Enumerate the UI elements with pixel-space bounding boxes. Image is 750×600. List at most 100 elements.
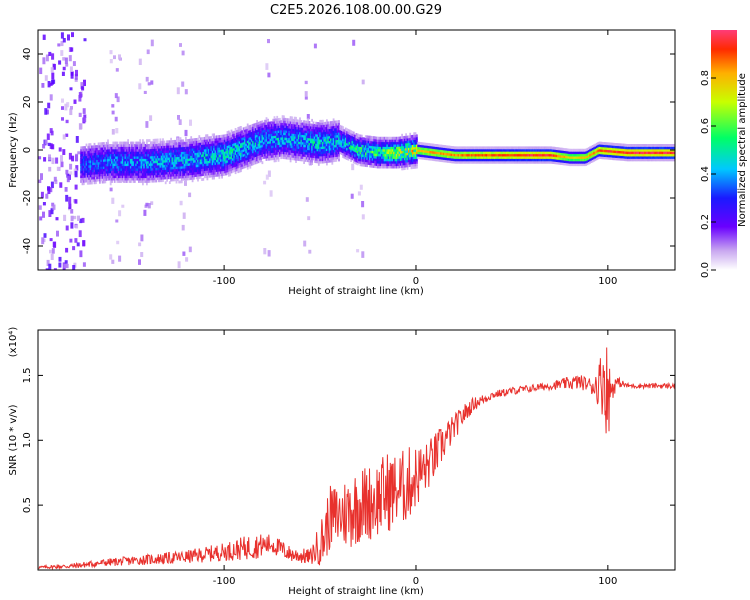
heatmap-ridge-cell (136, 146, 139, 150)
heatmap-ridge-cell (129, 156, 132, 159)
heatmap-ridge-cell (449, 157, 452, 161)
heatmap-ridge-cell (300, 136, 303, 140)
heatmap-ridge-cell (257, 138, 260, 142)
heatmap-ridge-cell (300, 129, 303, 133)
heatmap-ridge-cell (140, 158, 143, 162)
heatmap-ridge-cell (285, 118, 288, 121)
heatmap-ridge-cell (154, 174, 156, 178)
heatmap-ridge-cell (244, 138, 246, 142)
heatmap-ridge-cell (304, 149, 307, 153)
heatmap-noise-cell (116, 240, 120, 245)
heatmap-ridge-cell (280, 156, 283, 160)
heatmap-noise-cell (42, 202, 46, 206)
heatmap-ridge-cell (81, 146, 84, 150)
heatmap-ridge-cell (292, 128, 295, 132)
heatmap-ridge-cell (139, 175, 142, 179)
heatmap-ridge-cell (354, 158, 356, 162)
heatmap-ridge-cell (179, 144, 182, 148)
heatmap-ridge-cell (246, 154, 249, 158)
heatmap-ridge-cell (246, 142, 249, 146)
heatmap-ridge-cell (100, 144, 103, 148)
heatmap-ridge-cell (317, 134, 320, 137)
heatmap-ridge-cell (92, 155, 95, 158)
heatmap-ridge-cell (254, 154, 257, 157)
heatmap-ridge-cell (319, 141, 322, 145)
heatmap-ridge-cell (452, 146, 454, 149)
heatmap-ridge-cell (163, 164, 166, 168)
heatmap-ridge-cell (359, 158, 362, 162)
heatmap-ridge-cell (406, 152, 409, 156)
heatmap-ridge-cell (195, 164, 198, 168)
heatmap-ridge-cell (386, 163, 389, 167)
heatmap-ridge-cell (182, 144, 185, 148)
heatmap-ridge-cell (442, 145, 445, 148)
heatmap-ridge-cell (331, 140, 334, 144)
heatmap-ridge-cell (186, 167, 189, 171)
heatmap-ridge-cell (369, 145, 371, 149)
heatmap-ridge-cell (456, 153, 459, 157)
heatmap-ridge-cell (185, 148, 187, 152)
heatmap-ridge-cell (487, 148, 489, 152)
heatmap-ridge-cell (176, 149, 179, 153)
heatmap-ridge-cell (398, 158, 401, 162)
heatmap-ridge-cell (348, 151, 351, 155)
heatmap-ridge-cell (265, 126, 268, 130)
heatmap-ridge-cell (238, 160, 241, 163)
heatmap-ridge-cell (350, 137, 352, 141)
heatmap-ridge-cell (375, 143, 378, 147)
heatmap-ridge-cell (261, 151, 264, 155)
heatmap-ridge-cell (477, 160, 480, 164)
heatmap-ridge-cell (214, 159, 217, 163)
heatmap-ridge-cell (280, 146, 283, 150)
heatmap-ridge-cell (379, 151, 382, 155)
heatmap-ridge-cell (99, 164, 101, 167)
heatmap-noise-cell (150, 39, 154, 47)
heatmap-ridge-cell (92, 162, 95, 166)
heatmap-ridge-cell (108, 163, 111, 167)
heatmap-ridge-cell (248, 151, 250, 155)
heatmap-ridge-cell (328, 130, 331, 134)
heatmap-ridge-cell (233, 135, 236, 139)
heatmap-noise-cell (50, 181, 54, 189)
heatmap-ridge-cell (151, 155, 154, 159)
heatmap-ridge-cell (260, 144, 262, 148)
heatmap-ridge-cell (175, 168, 178, 172)
heatmap-ridge-cell (167, 145, 170, 148)
heatmap-noise-cell (263, 180, 267, 185)
heatmap-ridge-cell (311, 140, 313, 144)
heatmap-ridge-cell (136, 168, 139, 171)
heatmap-ridge-cell (463, 160, 465, 164)
heatmap-ridge-cell (293, 131, 296, 134)
heatmap-ridge-cell (347, 131, 350, 135)
heatmap-ridge-cell (266, 133, 269, 137)
heatmap-ridge-cell (399, 138, 402, 142)
heatmap-ridge-cell (463, 146, 465, 150)
heatmap-ridge-cell (299, 119, 301, 123)
heatmap-ridge-cell (262, 139, 265, 143)
heatmap-ridge-cell (230, 163, 233, 167)
heatmap-ridge-cell (116, 170, 119, 174)
heatmap-ridge-cell (272, 147, 275, 151)
heatmap-ridge-cell (86, 145, 89, 149)
heatmap-ridge-cell (352, 158, 355, 161)
heatmap-ridge-cell (428, 143, 430, 146)
heatmap-ridge-cell (252, 126, 254, 130)
heatmap-ridge-cell (304, 137, 307, 141)
heatmap-ridge-cell (140, 163, 143, 167)
heatmap-ridge-cell (411, 149, 414, 153)
heatmap-ridge-cell (303, 149, 305, 152)
heatmap-noise-cell (47, 187, 51, 195)
heatmap-ridge-cell (536, 158, 539, 162)
heatmap-ridge-cell (209, 153, 211, 156)
heatmap-ridge-cell (272, 118, 275, 122)
heatmap-ridge-cell (398, 141, 401, 145)
heatmap-ridge-cell (226, 155, 229, 158)
heatmap-ridge-cell (225, 160, 228, 164)
heatmap-ridge-cell (295, 116, 297, 120)
heatmap-ridge-cell (320, 151, 323, 154)
heatmap-ridge-cell (336, 134, 339, 138)
heatmap-noise-cell (70, 106, 73, 110)
heatmap-ridge-cell (356, 138, 359, 142)
heatmap-ridge-cell (270, 154, 273, 158)
heatmap-ridge-cell (356, 157, 359, 161)
